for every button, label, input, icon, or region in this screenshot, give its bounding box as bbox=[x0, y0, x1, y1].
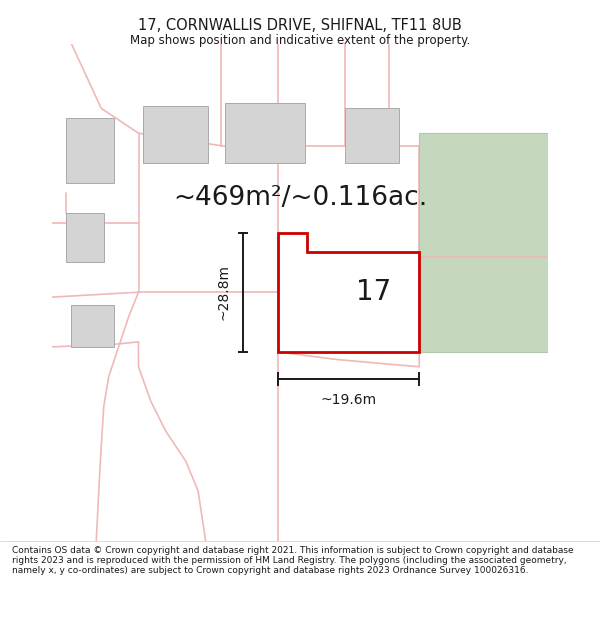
Bar bbox=[71, 304, 113, 347]
Text: ~28.8m: ~28.8m bbox=[217, 264, 231, 320]
Text: 17: 17 bbox=[356, 278, 391, 306]
Polygon shape bbox=[278, 232, 419, 352]
Bar bbox=[67, 213, 104, 262]
Text: Contains OS data © Crown copyright and database right 2021. This information is : Contains OS data © Crown copyright and d… bbox=[12, 546, 574, 576]
Bar bbox=[143, 106, 208, 163]
Bar bbox=[278, 262, 347, 314]
Bar bbox=[278, 319, 347, 349]
Bar bbox=[345, 108, 400, 163]
Text: ~469m²/~0.116ac.: ~469m²/~0.116ac. bbox=[173, 185, 427, 211]
Text: 17, CORNWALLIS DRIVE, SHIFNAL, TF11 8UB: 17, CORNWALLIS DRIVE, SHIFNAL, TF11 8UB bbox=[138, 18, 462, 32]
Bar bbox=[226, 103, 305, 163]
Polygon shape bbox=[419, 133, 548, 352]
Bar bbox=[67, 118, 113, 183]
Text: Map shows position and indicative extent of the property.: Map shows position and indicative extent… bbox=[130, 34, 470, 47]
Text: ~19.6m: ~19.6m bbox=[320, 393, 377, 407]
